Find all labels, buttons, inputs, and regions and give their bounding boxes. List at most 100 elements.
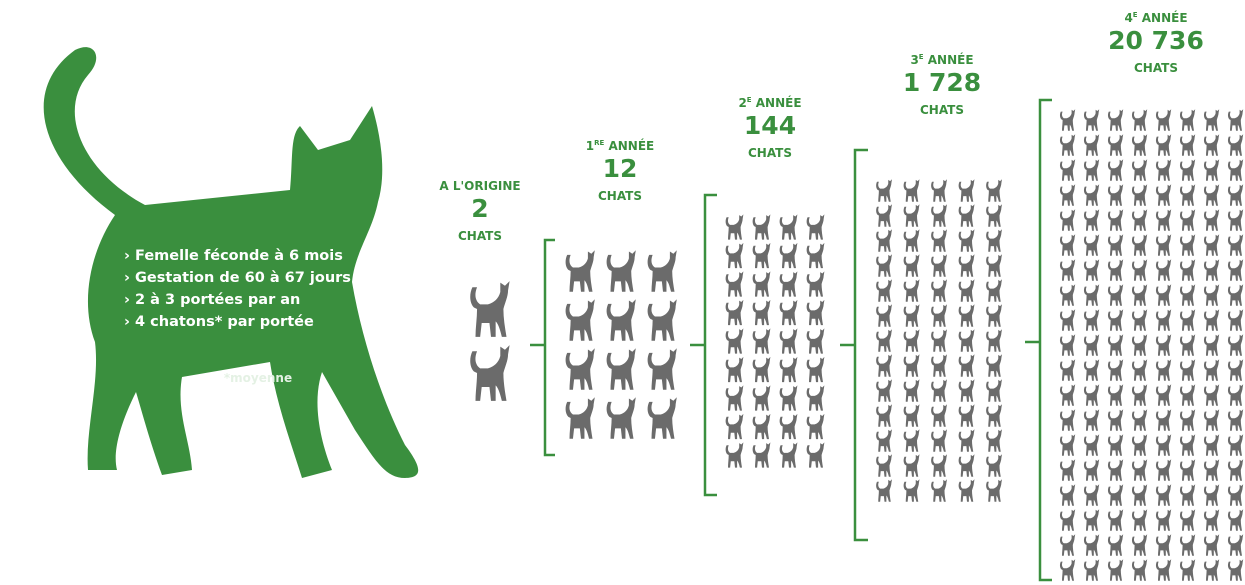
- note: *moyenne: [224, 371, 292, 385]
- cat-icon: [903, 229, 920, 252]
- cat-icon: [1107, 209, 1124, 231]
- cat-icon: [1107, 434, 1124, 456]
- cat-icon: [1227, 484, 1244, 506]
- cat-icon: [565, 397, 595, 439]
- cat-icon: [1107, 509, 1124, 531]
- stage-label-part: ANNÉE: [924, 52, 974, 67]
- cat-icon: [1083, 209, 1100, 231]
- cat-icon: [876, 429, 892, 452]
- cat-icon: [903, 429, 920, 452]
- cat-icon: [958, 279, 975, 302]
- cat-icon: [1131, 209, 1148, 231]
- cat-icon: [986, 454, 1002, 477]
- cat-icon: [986, 479, 1002, 502]
- cat-icon: [1131, 334, 1148, 356]
- cat-icon: [876, 354, 892, 377]
- cat-icon: [1203, 159, 1220, 181]
- cat-icon: [1227, 359, 1244, 381]
- cat-icon: [1203, 209, 1220, 231]
- cat-icon: [1155, 284, 1172, 306]
- cat-icon: [1059, 259, 1076, 281]
- cat-icon: [1107, 559, 1124, 581]
- cat-icon: [1227, 259, 1244, 281]
- stage-label: 2E ANNÉE: [738, 95, 801, 110]
- cat-icon: [806, 328, 825, 354]
- cat-icon: [606, 397, 636, 439]
- cat-icon: [565, 250, 595, 292]
- cat-icon: [958, 379, 975, 402]
- cat-icon: [903, 479, 920, 502]
- cat-icon: [1179, 459, 1196, 481]
- cat-icon: [806, 299, 825, 326]
- cat-icon: [1131, 509, 1148, 531]
- cat-icon: [1107, 484, 1124, 506]
- cat-icon: [1059, 309, 1076, 331]
- cat-icon: [1203, 509, 1220, 531]
- cat-icon: [1083, 534, 1100, 556]
- stage-label-part: RE: [594, 139, 604, 147]
- cat-icon: [1155, 459, 1172, 481]
- cat-icon: [876, 179, 892, 202]
- cat-icon: [1179, 359, 1196, 381]
- stage-label-part: A L'ORIGINE: [439, 179, 520, 193]
- cat-icon: [986, 379, 1002, 402]
- cat-icon: [725, 214, 744, 240]
- bracket: [840, 148, 868, 542]
- cat-icon: [806, 385, 825, 411]
- fact: › 4 chatons* par portée: [124, 314, 314, 330]
- stage-count: 1 728: [903, 68, 981, 97]
- stage-unit: CHATS: [920, 103, 964, 117]
- cat-icon: [1203, 359, 1220, 381]
- cat-icon: [903, 354, 920, 377]
- fact: › Femelle féconde à 6 mois: [124, 248, 343, 264]
- cat-icon: [1107, 159, 1124, 181]
- cat-icon: [1107, 359, 1124, 381]
- stage-label-part: 1: [586, 139, 594, 153]
- cat-icon: [1155, 184, 1172, 206]
- cat-icon: [1227, 534, 1244, 556]
- cat-icon: [752, 385, 771, 411]
- stage-unit: CHATS: [1134, 61, 1178, 75]
- cat-icon: [779, 385, 798, 411]
- cat-icon: [1131, 184, 1148, 206]
- cat-icon: [1059, 509, 1076, 531]
- cat-icon: [565, 299, 595, 341]
- cat-icon: [1179, 309, 1196, 331]
- cat-icon: [903, 404, 920, 427]
- cat-icon: [876, 229, 892, 252]
- cat-icon: [606, 299, 636, 341]
- cat-icon: [986, 204, 1002, 227]
- cat-icon: [931, 429, 947, 452]
- cat-icon: [1059, 209, 1076, 231]
- cat-icon: [1059, 434, 1076, 456]
- cat-icon: [1203, 434, 1220, 456]
- cat-icon: [779, 328, 798, 354]
- cat-icon: [1059, 409, 1076, 431]
- cat-icon: [1107, 334, 1124, 356]
- cat-icon: [779, 413, 798, 440]
- cat-icon: [876, 254, 892, 277]
- cat-icon: [1059, 559, 1076, 581]
- cat-icon: [1083, 184, 1100, 206]
- cat-icon: [1155, 559, 1172, 581]
- cat-icon: [876, 279, 892, 302]
- cat-icon: [986, 304, 1002, 327]
- cat-icon: [1155, 359, 1172, 381]
- cat-icon: [1227, 184, 1244, 206]
- cat-icon: [1179, 534, 1196, 556]
- cat-icon: [1179, 184, 1196, 206]
- cat-icon: [1179, 159, 1196, 181]
- stage-label-part: 3: [910, 53, 918, 67]
- cat-icon: [647, 348, 677, 390]
- cat-icon: [1059, 459, 1076, 481]
- cat-icon: [1083, 459, 1100, 481]
- cat-icon: [1203, 459, 1220, 481]
- cat-icon: [1179, 384, 1196, 406]
- cat-icon: [931, 454, 947, 477]
- cat-icon: [470, 345, 510, 401]
- cat-icon: [986, 404, 1002, 427]
- cat-icon: [806, 356, 825, 383]
- fact: › 2 à 3 portées par an: [124, 292, 300, 308]
- cat-icon: [1131, 534, 1148, 556]
